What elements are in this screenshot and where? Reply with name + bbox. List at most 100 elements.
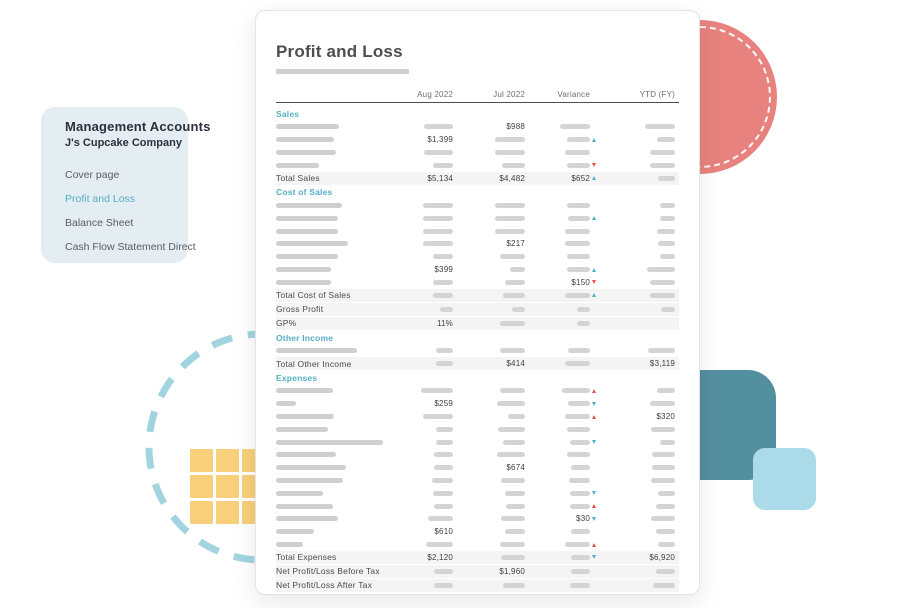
placeholder-bar (658, 542, 675, 548)
placeholder-bar (434, 582, 453, 588)
placeholder-bar (565, 361, 590, 367)
placeholder-bar (648, 348, 675, 354)
column-header-aug-2022: Aug 2022 (417, 89, 453, 99)
row-label-cell (276, 241, 383, 247)
table-row: $988 (276, 121, 679, 134)
label-placeholder-bar (276, 516, 338, 522)
section-label: Cost of Sales (276, 187, 333, 198)
placeholder-bar (423, 215, 453, 221)
table-row (276, 344, 679, 357)
value-cell (453, 228, 525, 234)
value-cell (453, 414, 525, 420)
placeholder-bar (567, 452, 590, 458)
value-cell (601, 542, 679, 548)
label-placeholder-bar (276, 124, 339, 130)
variance-down-icon (592, 401, 596, 406)
yellow-tile (190, 449, 213, 472)
value-cell (453, 503, 525, 509)
placeholder-bar (433, 254, 453, 260)
variance-down-icon (592, 440, 596, 445)
variance-up-icon (592, 542, 596, 547)
placeholder-bar (433, 490, 453, 496)
placeholder-bar (657, 137, 675, 143)
value-cell (601, 149, 679, 155)
table-row (276, 449, 679, 462)
placeholder-bar (501, 478, 525, 484)
row-label-cell: Total Cost of Sales (276, 290, 383, 300)
row-label-cell (276, 162, 383, 168)
cell-value: $674 (506, 463, 525, 473)
sidebar-item-profit-and-loss[interactable]: Profit and Loss (65, 193, 136, 205)
value-cell (453, 279, 525, 285)
value-cell (453, 267, 525, 273)
row-label-cell: Net Profit/Loss After Tax (276, 580, 383, 590)
cell-value: $610 (434, 527, 453, 537)
placeholder-bar (503, 292, 525, 298)
value-cell (601, 203, 679, 209)
total-row: Total Other Income $414 $3,119 (276, 357, 679, 372)
placeholder-bar (651, 478, 675, 484)
placeholder-bar (434, 465, 453, 471)
placeholder-bar (434, 452, 453, 458)
placeholder-bar (424, 149, 453, 155)
value-cell (453, 452, 525, 458)
column-header-ytd-fy: YTD (FY) (639, 89, 675, 99)
value-cell: $652 (525, 174, 601, 183)
variance-up-icon (592, 293, 596, 298)
value-cell: $1,399 (383, 135, 453, 144)
placeholder-bar (428, 516, 453, 522)
value-cell (525, 228, 601, 234)
row-label-cell (276, 254, 383, 260)
placeholder-bar (568, 215, 590, 221)
total-row: GP% 11% (276, 316, 679, 331)
value-cell (453, 254, 525, 260)
placeholder-bar (423, 228, 453, 234)
value-cell (453, 306, 525, 312)
total-row: Total Cost of Sales (276, 288, 679, 303)
placeholder-bar (560, 124, 590, 130)
value-cell (383, 439, 453, 445)
yellow-tile-grid-decor (190, 449, 265, 524)
placeholder-bar (653, 582, 675, 588)
label-placeholder-bar (276, 426, 328, 432)
value-cell: $150 (525, 278, 601, 287)
value-cell (453, 149, 525, 155)
sidebar-item-balance-sheet[interactable]: Balance Sheet (65, 217, 134, 229)
row-label: Total Sales (276, 173, 320, 184)
value-cell (383, 414, 453, 420)
label-placeholder-bar (276, 254, 338, 260)
sidebar-item-cash-flow-statement-direct[interactable]: Cash Flow Statement Direct (65, 241, 196, 253)
value-cell (383, 361, 453, 367)
variance-arrow-slot (592, 555, 601, 560)
placeholder-bar (495, 137, 525, 143)
value-cell (525, 452, 601, 458)
variance-up-icon (592, 137, 596, 142)
variance-arrow-slot (592, 516, 601, 521)
sidebar-item-cover-page[interactable]: Cover page (65, 169, 120, 181)
cell-value: $259 (434, 399, 453, 409)
value-cell (453, 401, 525, 407)
cell-value: $1,399 (427, 135, 453, 145)
table-row (276, 146, 679, 159)
variance-arrow-slot (592, 491, 601, 496)
placeholder-bar (570, 582, 590, 588)
placeholder-bar (495, 149, 525, 155)
variance-arrow-slot (592, 267, 601, 272)
placeholder-bar (571, 568, 590, 574)
placeholder-bar (567, 162, 590, 168)
value-cell (453, 215, 525, 221)
table-row (276, 500, 679, 513)
label-placeholder-bar (276, 452, 336, 458)
placeholder-bar (436, 426, 453, 432)
value-cell (383, 228, 453, 234)
value-cell: $988 (453, 122, 525, 131)
placeholder-bar (567, 267, 590, 273)
placeholder-bar (571, 465, 590, 471)
placeholder-bar (434, 503, 453, 509)
label-placeholder-bar (276, 203, 342, 209)
section-label: Expenses (276, 372, 318, 383)
placeholder-bar (500, 542, 525, 548)
variance-arrow-slot (592, 216, 601, 221)
variance-up-icon (592, 504, 596, 509)
table-row: $150 (276, 276, 679, 289)
